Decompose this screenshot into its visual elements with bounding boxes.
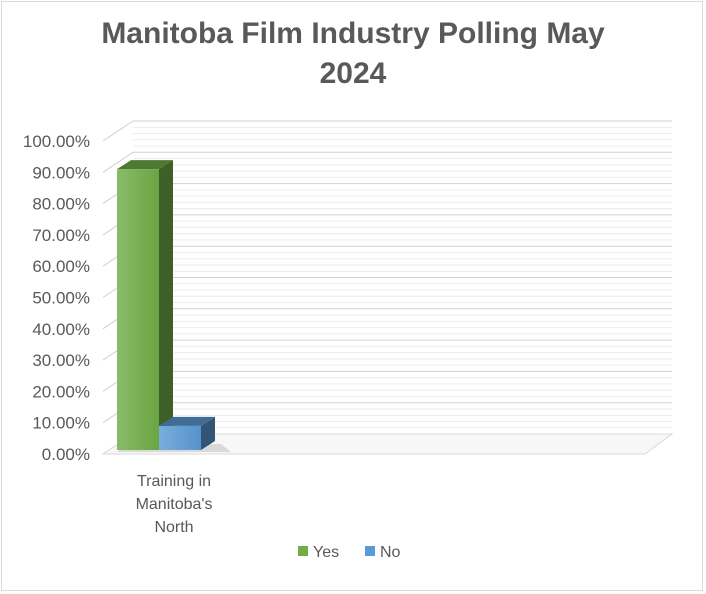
- y-tick-label: 60.00%: [32, 257, 90, 276]
- y-tick-label: 50.00%: [32, 289, 90, 308]
- x-axis-labels: Training in Manitoba's North: [136, 473, 213, 536]
- y-tick-label: 0.00%: [42, 445, 90, 464]
- y-tick-label: 20.00%: [32, 382, 90, 401]
- bar-no: [159, 425, 201, 450]
- bar-top-yes: [117, 160, 173, 170]
- bar-side-no: [201, 416, 215, 450]
- legend: Yes No: [298, 544, 401, 561]
- bar-side-yes: [159, 160, 173, 451]
- bars: [117, 160, 215, 451]
- chart-title-line-1: Manitoba Film Industry Polling May: [101, 17, 605, 50]
- gridlines: [102, 120, 672, 455]
- x-category-label: Manitoba's: [136, 496, 213, 513]
- gridline-side: [102, 151, 134, 173]
- y-axis-labels: 0.00% 10.00% 20.00% 30.00% 40.00% 50.00% 60.00…: [23, 132, 90, 464]
- bar-top-no: [159, 416, 215, 426]
- gridline-side: [102, 120, 134, 142]
- x-category-label: North: [154, 519, 193, 536]
- chart-title: Manitoba Film Industry Polling May 2024: [0, 14, 706, 94]
- y-tick-label: 70.00%: [32, 226, 90, 245]
- bar-yes: [117, 169, 159, 451]
- y-tick-label: 40.00%: [32, 320, 90, 339]
- legend-label-no: No: [380, 544, 401, 561]
- y-tick-label: 10.00%: [32, 414, 90, 433]
- x-category-label: Training in: [137, 473, 211, 490]
- y-tick-label: 30.00%: [32, 351, 90, 370]
- y-tick-label: 80.00%: [32, 195, 90, 214]
- y-tick-label: 90.00%: [32, 163, 90, 182]
- chart-title-line-2: 2024: [319, 57, 387, 90]
- legend-swatch-yes: [298, 546, 308, 556]
- legend-swatch-no: [365, 546, 375, 556]
- y-tick-label: 100.00%: [23, 132, 90, 151]
- legend-label-yes: Yes: [313, 544, 339, 561]
